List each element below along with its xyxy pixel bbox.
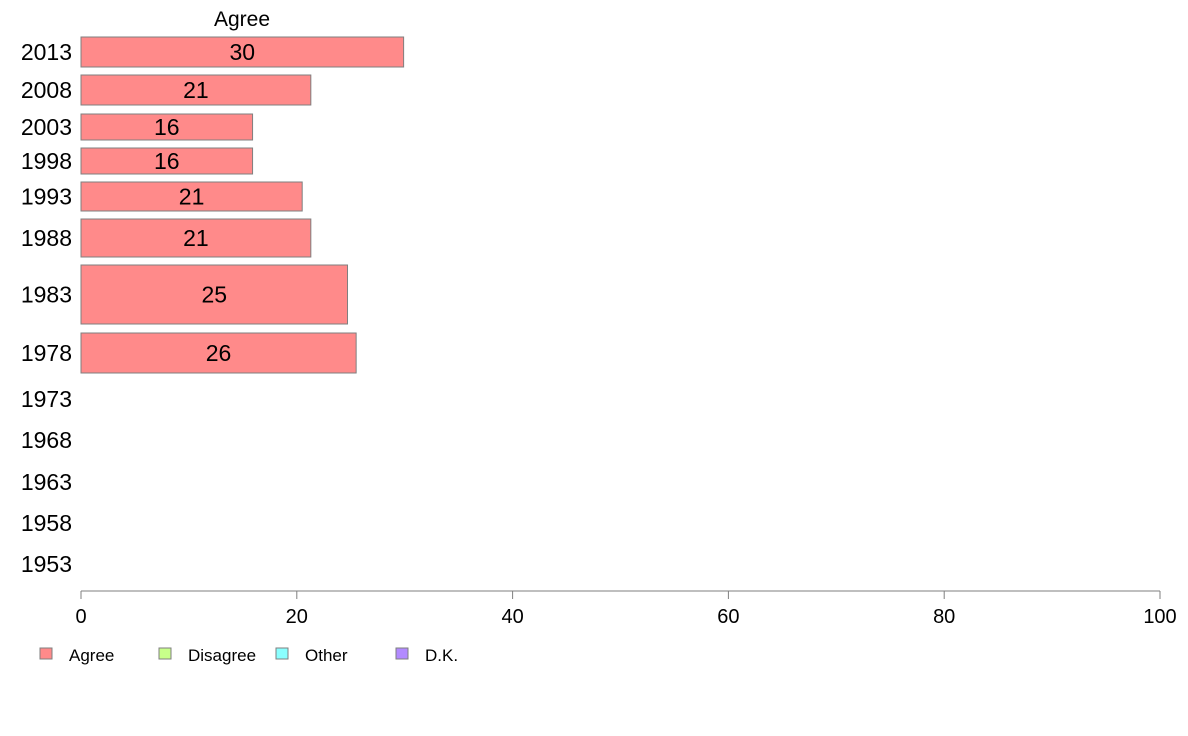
bar [80, 147, 254, 175]
bar [80, 113, 254, 141]
y-tick-label: 2008 [21, 77, 72, 103]
y-tick-label: 2003 [21, 114, 72, 140]
bar-value-label: 16 [154, 114, 180, 140]
y-tick-label: 1953 [21, 551, 72, 577]
legend-label: Disagree [188, 646, 256, 665]
y-tick-label: 1998 [21, 148, 72, 174]
legend-swatch [275, 647, 289, 660]
y-tick-label: 1978 [21, 340, 72, 366]
legend-swatch [158, 647, 172, 660]
legend: Agree Disagree Other D.K. [39, 646, 458, 665]
bar [80, 264, 349, 325]
legend-label: Other [305, 646, 348, 665]
y-tick-label: 1988 [21, 225, 72, 251]
x-tick-label: 20 [286, 606, 308, 628]
x-tick-label: 80 [933, 606, 955, 628]
y-axis-labels: 2013 2008 2003 1998 1993 1988 1983 1978 1973 1968… [21, 39, 72, 577]
x-tick-label: 60 [717, 606, 739, 628]
bar [80, 36, 405, 68]
x-axis: 0 20 40 60 80 100 [75, 590, 1177, 628]
y-tick-label: 1973 [21, 386, 72, 412]
column-header: Agree [214, 8, 270, 31]
bar-value-label: 21 [179, 184, 205, 210]
legend-label: D.K. [425, 646, 458, 665]
bar-value-label: 16 [154, 148, 180, 174]
legend-swatch [39, 647, 53, 660]
y-tick-label: 1993 [21, 184, 72, 210]
y-tick-label: 1958 [21, 510, 72, 536]
bar-value-label: 25 [201, 282, 227, 308]
bar-value-label: 21 [183, 225, 209, 251]
legend-swatch [395, 647, 409, 660]
bar [80, 218, 312, 258]
bar [80, 332, 357, 374]
legend-label: Agree [69, 646, 114, 665]
y-tick-label: 2013 [21, 39, 72, 65]
y-tick-label: 1983 [21, 282, 72, 308]
x-tick-label: 0 [75, 606, 86, 628]
y-tick-label: 1968 [21, 427, 72, 453]
x-tick-label: 100 [1143, 606, 1176, 628]
bar-value-label: 26 [206, 340, 232, 366]
bar [80, 181, 303, 212]
bar-value-label: 21 [183, 77, 209, 103]
x-tick-label: 40 [501, 606, 523, 628]
bar [80, 74, 312, 106]
y-tick-label: 1963 [21, 469, 72, 495]
bar-value-label: 30 [230, 39, 256, 65]
